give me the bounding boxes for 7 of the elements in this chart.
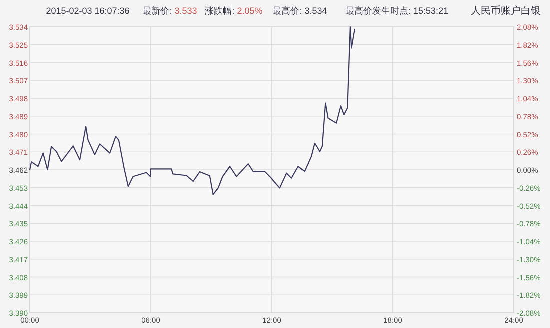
chart-subtitle: 2015-02-03 16:07:36 bbox=[46, 6, 130, 16]
line-series bbox=[29, 26, 356, 196]
text: 涨跌幅: 2.05% bbox=[205, 6, 263, 16]
text: 最高价发生时点: 15:53:21 bbox=[345, 6, 449, 16]
chart-title: 人民币账户白银 bbox=[471, 5, 541, 17]
text: 最高价: 3.534 bbox=[272, 6, 328, 16]
text: 最新价: 3.533 bbox=[142, 6, 198, 16]
